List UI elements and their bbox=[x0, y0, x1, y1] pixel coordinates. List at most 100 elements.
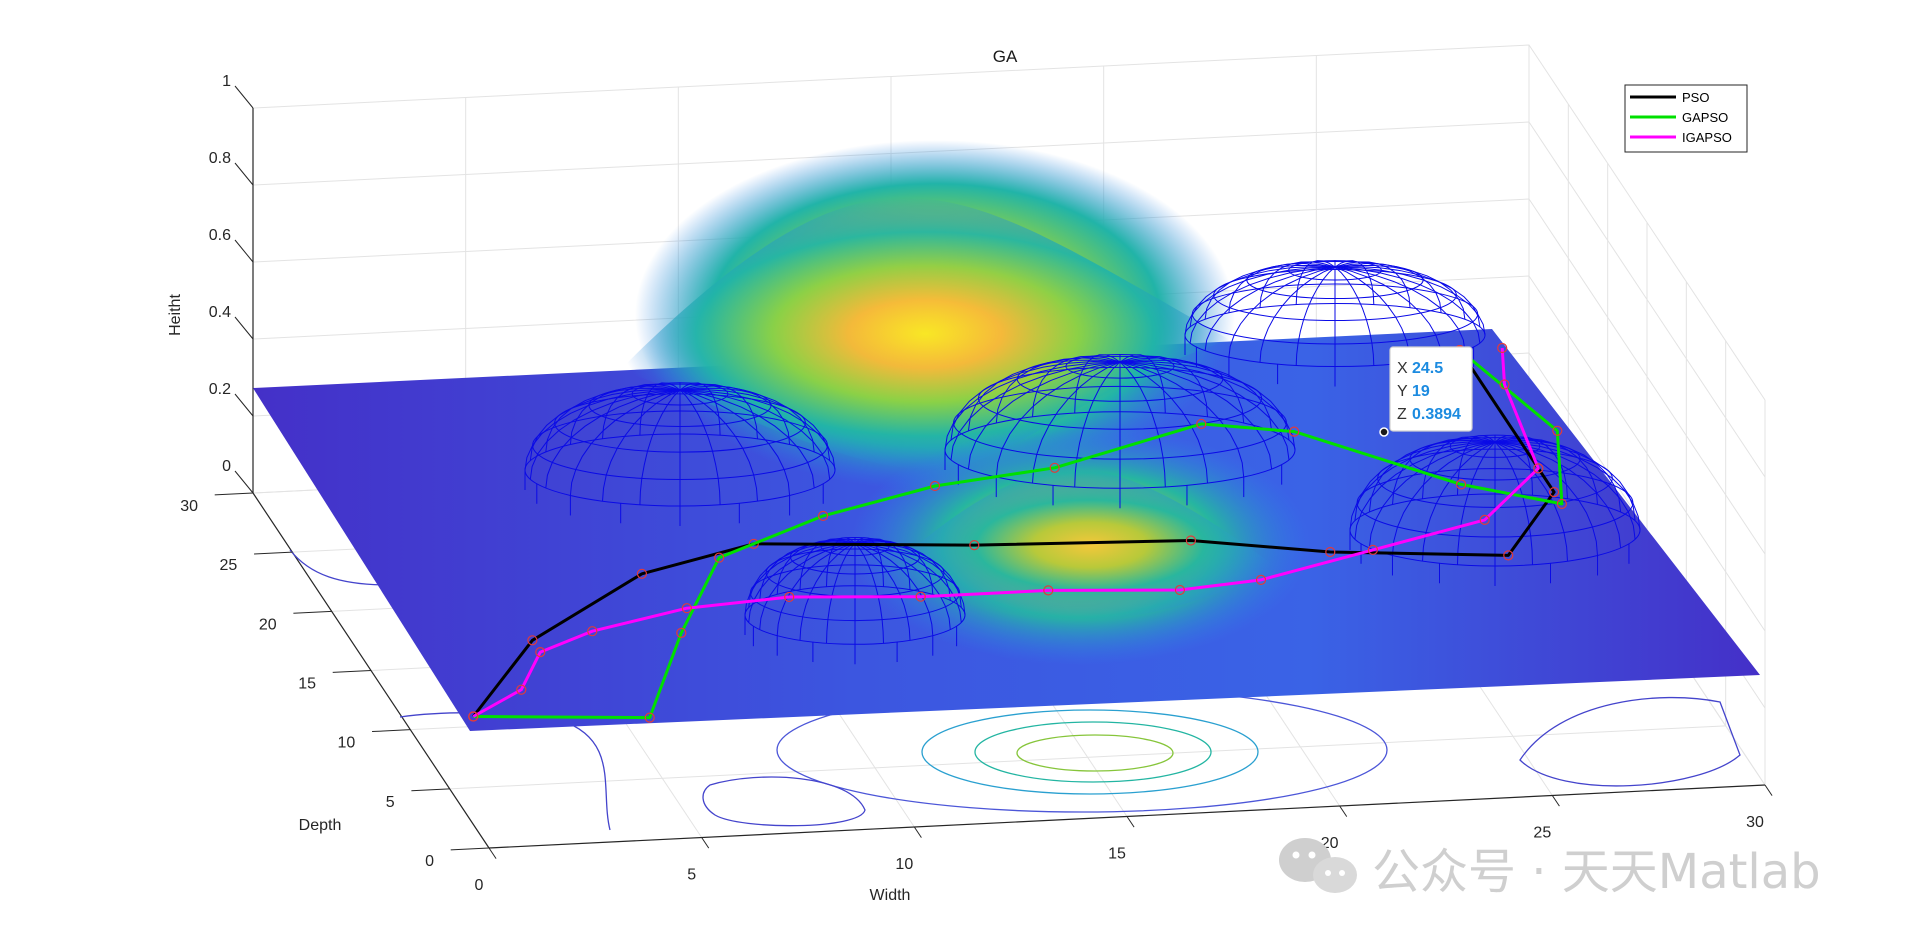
x-tick-label: 30 bbox=[1746, 814, 1764, 831]
y-tick-mark bbox=[411, 788, 450, 792]
legend-label: IGAPSO bbox=[1682, 130, 1732, 145]
y-tick-mark bbox=[254, 551, 293, 555]
obstacle-hemisphere bbox=[944, 353, 1296, 509]
datatip-z-value: 0.3894 bbox=[1412, 406, 1461, 423]
path-waypoint bbox=[1503, 550, 1514, 561]
path-waypoint bbox=[1552, 425, 1563, 436]
z-tick-labels: 0 0.2 0.4 0.6 0.8 1 bbox=[209, 73, 254, 494]
x-tick-mark bbox=[1126, 816, 1135, 828]
path-waypoint bbox=[1556, 498, 1568, 509]
path-waypoint bbox=[748, 538, 759, 549]
datatip-marker[interactable] bbox=[1379, 427, 1389, 437]
z-tick-label: 0.6 bbox=[209, 227, 231, 244]
path-waypoint bbox=[915, 591, 926, 602]
z-tick-mark bbox=[234, 239, 254, 263]
path-waypoint bbox=[527, 635, 538, 646]
surface-peak-small-shape bbox=[900, 470, 1280, 620]
obstacle-hemisphere bbox=[1349, 434, 1641, 586]
path-waypoint bbox=[929, 480, 941, 492]
path-waypoint bbox=[636, 568, 648, 579]
watermark: 公众号 · 天天Matlab bbox=[1279, 838, 1821, 900]
path-waypoint bbox=[516, 684, 527, 695]
contour-level-3 bbox=[974, 721, 1212, 783]
legend-label: GAPSO bbox=[1682, 110, 1728, 125]
y-tick-label: 30 bbox=[180, 498, 198, 515]
path-waypoint bbox=[1289, 426, 1300, 437]
y-tick-mark bbox=[450, 847, 490, 851]
path-waypoint bbox=[713, 552, 725, 563]
datatip-box bbox=[1389, 346, 1473, 432]
wechat-logo-icon bbox=[1279, 838, 1357, 893]
z-tick-label: 0.2 bbox=[209, 381, 231, 398]
z-axis-label: Heitht bbox=[167, 294, 184, 336]
datatip-y-value: 19 bbox=[1412, 383, 1430, 400]
path-waypoint bbox=[587, 626, 598, 637]
path-waypoint bbox=[1367, 544, 1379, 556]
path-waypoint bbox=[644, 712, 655, 723]
y-tick-label: 5 bbox=[386, 794, 395, 811]
series-line bbox=[472, 347, 1540, 718]
contour-level-4 bbox=[1016, 734, 1174, 772]
path-waypoint bbox=[1196, 418, 1207, 429]
path-waypoint bbox=[1497, 342, 1508, 354]
datatip-x-key: X bbox=[1397, 360, 1408, 377]
watermark-text: 公众号 · 天天Matlab bbox=[1372, 844, 1821, 900]
path-waypoint bbox=[535, 646, 546, 658]
z-tick-mark bbox=[234, 85, 254, 109]
x-tick-label: 0 bbox=[475, 877, 484, 894]
datatip-y-key: Y bbox=[1397, 383, 1408, 400]
path-waypoint bbox=[681, 603, 692, 614]
z-tick-label: 0 bbox=[222, 458, 231, 475]
x-tick-mark bbox=[1764, 784, 1773, 796]
chart-title: GA bbox=[993, 47, 1018, 66]
z-tick-label: 1 bbox=[222, 73, 231, 90]
grid-line bbox=[252, 121, 1766, 478]
contour-level-2 bbox=[921, 709, 1259, 795]
x-tick-mark bbox=[488, 847, 497, 859]
path-waypoint bbox=[784, 591, 795, 603]
legend-label: PSO bbox=[1682, 90, 1709, 105]
z-tick-label: 0.4 bbox=[209, 304, 231, 321]
y-tick-label: 20 bbox=[259, 616, 277, 633]
x-axis-label: Width bbox=[870, 887, 911, 904]
path-waypoint bbox=[1548, 487, 1560, 498]
datatip-x-value: 24.5 bbox=[1412, 360, 1443, 377]
contour-right bbox=[1519, 696, 1741, 787]
path-waypoint bbox=[1533, 463, 1544, 474]
y-tick-mark bbox=[293, 610, 332, 614]
path-waypoint bbox=[1479, 514, 1490, 526]
path-waypoint bbox=[676, 627, 687, 639]
obstacle-hemisphere bbox=[524, 382, 836, 526]
y-tick-label: 0 bbox=[425, 853, 434, 870]
path-waypoint bbox=[1325, 546, 1336, 558]
datatip-z-key: Z bbox=[1397, 406, 1407, 423]
x-tick-label: 10 bbox=[895, 856, 913, 873]
z-tick-label: 0.8 bbox=[209, 150, 231, 167]
y-axis-label: Depth bbox=[299, 817, 342, 834]
y-tick-mark bbox=[214, 492, 254, 496]
y-tick-mark bbox=[332, 670, 372, 673]
y-tick-label: 10 bbox=[338, 735, 356, 752]
path-waypoint bbox=[1255, 574, 1267, 586]
surface-plot bbox=[253, 140, 1760, 731]
series-line bbox=[473, 348, 1564, 720]
path-waypoint bbox=[1043, 585, 1054, 596]
path-waypoint bbox=[1185, 535, 1197, 546]
contour-left bbox=[399, 712, 611, 831]
contour-far-left bbox=[289, 549, 391, 586]
path-waypoint bbox=[1174, 584, 1186, 596]
obstacle-hemisphere bbox=[1184, 260, 1486, 387]
path-waypoint bbox=[468, 711, 479, 722]
x-tick-mark bbox=[1339, 805, 1348, 817]
legend: PSO GAPSO IGAPSO bbox=[1624, 84, 1748, 153]
y-tick-labels: 0 5 10 15 20 25 30 bbox=[180, 492, 490, 870]
x-tick-label: 15 bbox=[1108, 846, 1126, 863]
x-tick-label: 5 bbox=[687, 867, 696, 884]
contour-left-small bbox=[702, 776, 866, 827]
series-line bbox=[472, 349, 1556, 718]
datatip[interactable]: X 24.5 Y 19 Z 0.3894 bbox=[1379, 346, 1473, 437]
x-tick-label: 25 bbox=[1533, 825, 1551, 842]
